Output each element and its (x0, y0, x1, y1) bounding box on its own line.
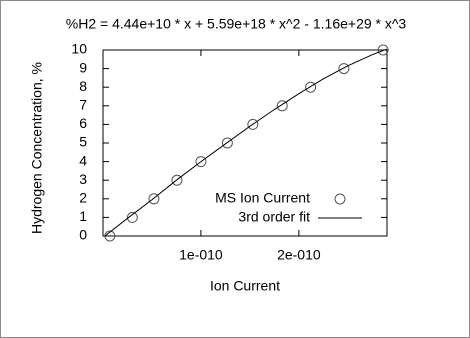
data-point (338, 63, 350, 75)
data-point (247, 118, 259, 130)
y-tick-label: 4 (79, 152, 87, 168)
legend-label: 3rd order fit (238, 209, 310, 225)
y-tick-label: 3 (79, 171, 87, 187)
y-tick-label: 0 (79, 227, 87, 243)
legend-symbol (334, 193, 346, 205)
y-axis-label: Hydrogen Concentration, % (29, 62, 45, 234)
legend-label: MS Ion Current (215, 190, 310, 206)
y-tick-label: 6 (79, 115, 87, 131)
y-tick-label: 1 (79, 208, 87, 224)
y-tick-label: 9 (79, 59, 87, 75)
x-axis-label: Ion Current (210, 278, 280, 294)
data-point (126, 211, 138, 223)
y-tick-label: 8 (79, 78, 87, 94)
data-point (195, 156, 207, 168)
x-tick-label: 2e-010 (277, 247, 321, 263)
y-tick-label: 7 (79, 97, 87, 113)
data-point (305, 81, 317, 93)
chart-title: %H2 = 4.44e+10 * x + 5.59e+18 * x^2 - 1.… (66, 16, 407, 32)
x-tick-label: 1e-010 (179, 247, 223, 263)
data-point (377, 44, 389, 56)
y-tick-label: 10 (71, 41, 87, 57)
fit-line (104, 48, 388, 237)
data-point (221, 137, 233, 149)
data-point (276, 100, 288, 112)
data-point (148, 193, 160, 205)
data-point (171, 174, 183, 186)
data-point (104, 230, 116, 242)
y-tick-label: 5 (79, 134, 87, 150)
y-tick-label: 2 (79, 190, 87, 206)
